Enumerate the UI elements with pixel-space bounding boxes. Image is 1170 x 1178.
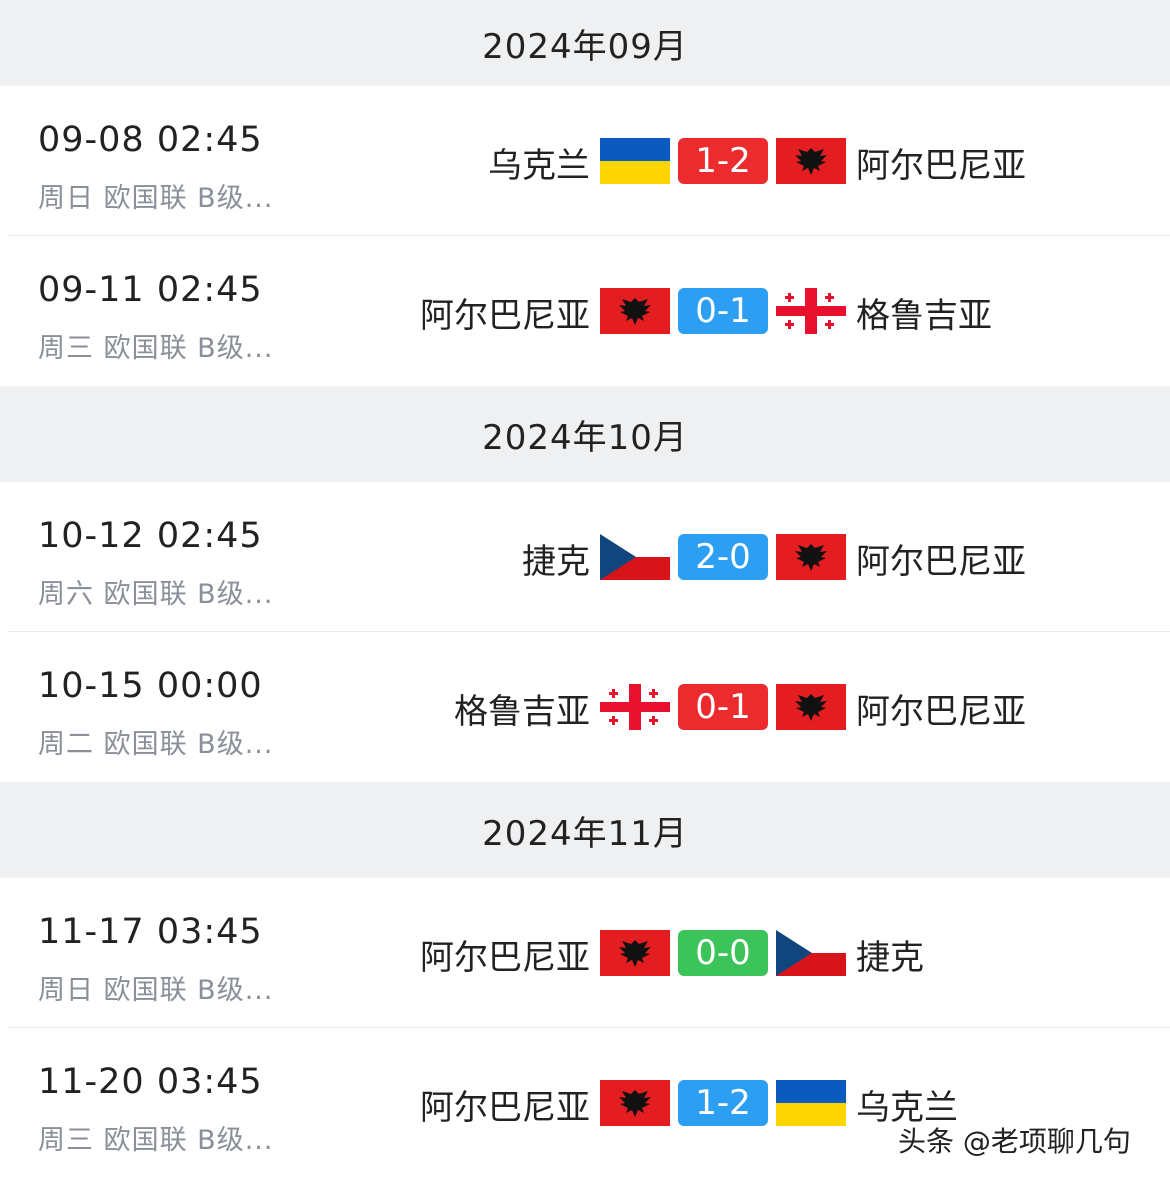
away-team: 阿尔巴尼亚 bbox=[856, 542, 1026, 582]
match-datetime: 09-08 02:45 bbox=[38, 120, 263, 160]
match-info: 周三 欧国联 B级... bbox=[38, 1125, 274, 1156]
away-team: 格鲁吉亚 bbox=[856, 296, 992, 336]
match-datetime: 10-12 02:45 bbox=[38, 516, 263, 556]
match-row[interactable]: 09-11 02:45 周三 欧国联 B级... 阿尔巴尼亚 0-1 格鲁吉亚 bbox=[0, 236, 1170, 386]
czech-flag-icon bbox=[776, 930, 846, 976]
ukraine-flag-icon bbox=[600, 138, 670, 184]
month-header: 2024年11月 bbox=[0, 782, 1170, 878]
score-badge: 0-1 bbox=[678, 288, 768, 334]
ukraine-flag-icon bbox=[776, 1080, 846, 1126]
georgia-flag-icon bbox=[776, 288, 846, 334]
away-team: 捷克 bbox=[856, 938, 924, 978]
albania-flag-icon bbox=[776, 534, 846, 580]
match-row[interactable]: 10-15 00:00 周二 欧国联 B级... 格鲁吉亚 0-1 阿尔巴尼亚 bbox=[0, 632, 1170, 782]
month-header: 2024年09月 bbox=[0, 0, 1170, 86]
score-badge: 1-2 bbox=[678, 1080, 768, 1126]
home-team: 乌克兰 bbox=[488, 146, 590, 186]
watermark: 头条 @老项聊几句 bbox=[898, 1125, 1131, 1158]
month-header: 2024年10月 bbox=[0, 386, 1170, 482]
albania-flag-icon bbox=[600, 930, 670, 976]
match-info: 周二 欧国联 B级... bbox=[38, 729, 274, 760]
home-team: 捷克 bbox=[522, 542, 590, 582]
match-row[interactable]: 11-20 03:45 周三 欧国联 B级... 阿尔巴尼亚 1-2 乌克兰 bbox=[0, 1028, 1170, 1178]
czech-flag-icon bbox=[600, 534, 670, 580]
match-info: 周三 欧国联 B级... bbox=[38, 333, 274, 364]
home-team: 阿尔巴尼亚 bbox=[420, 296, 590, 336]
albania-flag-icon bbox=[776, 684, 846, 730]
home-team: 阿尔巴尼亚 bbox=[420, 938, 590, 978]
match-info: 周日 欧国联 B级... bbox=[38, 975, 274, 1006]
match-row[interactable]: 10-12 02:45 周六 欧国联 B级... 捷克 2-0 阿尔巴尼亚 bbox=[0, 482, 1170, 632]
match-row[interactable]: 09-08 02:45 周日 欧国联 B级... 乌克兰 1-2 阿尔巴尼亚 bbox=[0, 86, 1170, 236]
albania-flag-icon bbox=[600, 1080, 670, 1126]
match-datetime: 11-20 03:45 bbox=[38, 1062, 263, 1102]
home-team: 格鲁吉亚 bbox=[454, 692, 590, 732]
match-row[interactable]: 11-17 03:45 周日 欧国联 B级... 阿尔巴尼亚 0-0 捷克 bbox=[0, 878, 1170, 1028]
match-info: 周日 欧国联 B级... bbox=[38, 183, 274, 214]
match-info: 周六 欧国联 B级... bbox=[38, 579, 274, 610]
match-datetime: 09-11 02:45 bbox=[38, 270, 263, 310]
score-badge: 0-1 bbox=[678, 684, 768, 730]
albania-flag-icon bbox=[776, 138, 846, 184]
score-badge: 1-2 bbox=[678, 138, 768, 184]
away-team: 乌克兰 bbox=[856, 1088, 958, 1128]
away-team: 阿尔巴尼亚 bbox=[856, 692, 1026, 732]
score-badge: 0-0 bbox=[678, 930, 768, 976]
match-datetime: 10-15 00:00 bbox=[38, 666, 263, 706]
away-team: 阿尔巴尼亚 bbox=[856, 146, 1026, 186]
match-datetime: 11-17 03:45 bbox=[38, 912, 263, 952]
albania-flag-icon bbox=[600, 288, 670, 334]
georgia-flag-icon bbox=[600, 684, 670, 730]
home-team: 阿尔巴尼亚 bbox=[420, 1088, 590, 1128]
score-badge: 2-0 bbox=[678, 534, 768, 580]
